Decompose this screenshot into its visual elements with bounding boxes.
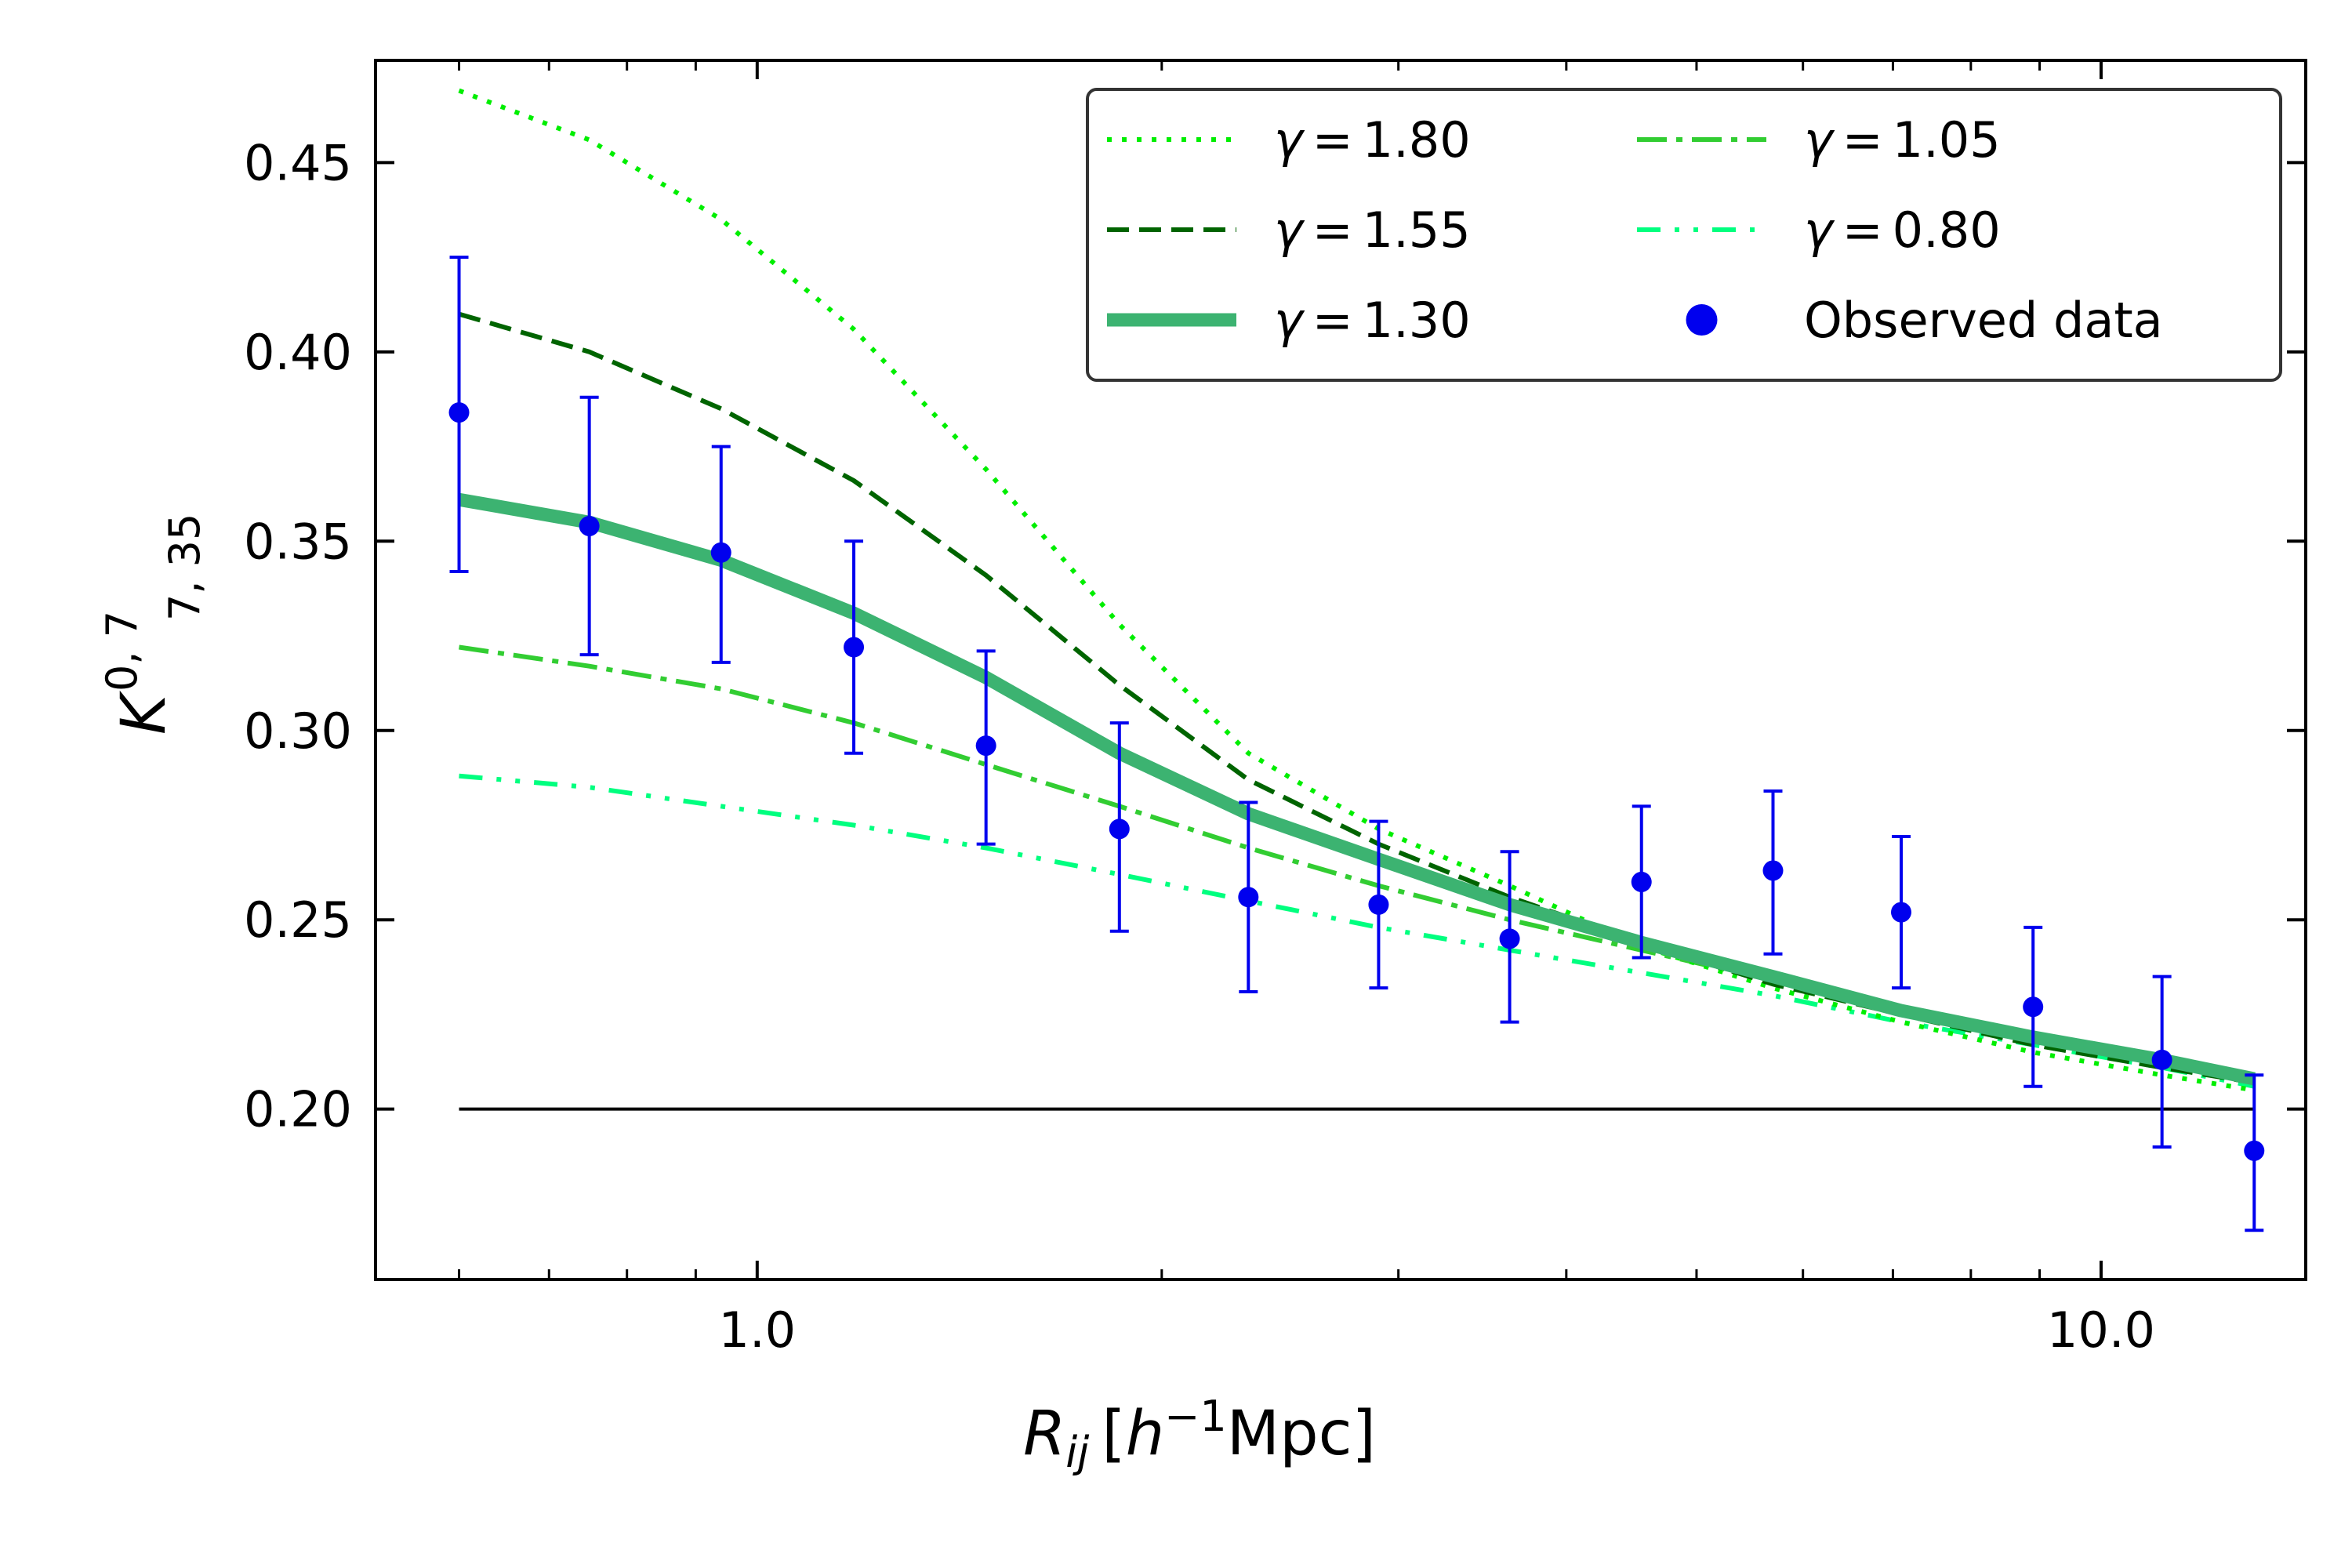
tick-labels: 0.20 0.25 0.30 0.35 0.40 0.45 1.0 10.0 [244,134,2155,1359]
legend-gamma-symbol: γ [1804,111,1835,169]
legend-label-gamma-1-05: γ = 1.05 [1804,111,2001,169]
legend-gamma-value: 1.05 [1893,111,2001,169]
legend-label-gamma-0-80: γ = 0.80 [1804,201,2001,259]
legend-gamma-value: 1.55 [1363,201,1471,259]
y-tick-label-1: 0.25 [244,891,352,949]
legend-equals: = [1312,111,1353,169]
y-axis-label: K0, 7 7, 35 [97,514,209,735]
series-line-gamma-0-80 [459,773,2255,1089]
y-tick-label-3: 0.35 [244,513,352,570]
legend-gamma-value: 1.80 [1363,111,1471,169]
observed-point-3 [844,637,865,658]
x-label-h: h [1126,1399,1164,1469]
observed-point-9 [1631,871,1652,892]
y-tick-label-2: 0.30 [244,702,352,760]
y-tick-label-5: 0.45 [244,134,352,191]
legend-label-gamma-1-55: γ = 1.55 [1274,201,1471,259]
legend-gamma-symbol: γ [1274,201,1305,259]
legend-gamma-symbol: γ [1274,292,1305,349]
observed-point-2 [710,542,731,563]
plot-frame [374,59,2307,1281]
x-axis-label: Rij [h−1Mpc] [1023,1392,1376,1477]
x-label-main: R [1023,1399,1065,1469]
observed-point-5 [1109,818,1130,840]
y-tick-label-0: 0.20 [244,1081,352,1138]
observed-point-1 [579,515,600,536]
legend-equals: = [1312,201,1353,259]
legend-equals: = [1842,201,1883,259]
y-label-main: K [109,690,180,735]
x-tick-label-0: 1.0 [719,1301,797,1359]
x-tick-label-1: 10.0 [2047,1301,2155,1359]
observed-point-4 [975,735,996,757]
svg-text:7, 35: 7, 35 [160,514,209,621]
observed-point-7 [1368,894,1389,915]
observed-point-8 [1499,928,1520,949]
legend-label-gamma-1-80: γ = 1.80 [1274,111,1471,169]
y-label-sub: 7, 35 [160,514,209,621]
legend-gamma-symbol: γ [1804,201,1835,259]
legend-frame [1086,88,2282,382]
x-label-sub: ij [1065,1428,1089,1477]
legend-equals: = [1312,292,1353,349]
observed-point-13 [2151,1049,2172,1070]
observed-point-11 [1890,902,1911,923]
x-label-unit: Mpc [1227,1399,1352,1469]
legend-label-gamma-1-30: γ = 1.30 [1274,292,1471,349]
observed-point-12 [2023,996,2044,1018]
observed-point-6 [1238,887,1259,908]
svg-text:K0, 7: K0, 7 [97,611,180,735]
x-label-bracket-open: [ [1102,1399,1125,1469]
observed-point-0 [448,402,470,423]
observed-point-10 [1762,860,1784,881]
x-label-exp: −1 [1164,1392,1227,1441]
legend-gamma-value: 1.30 [1363,292,1471,349]
legend-gamma-symbol: γ [1274,111,1305,169]
y-label-sup: 0, 7 [97,611,147,691]
observed-data-group [448,256,2265,1232]
x-label-bracket-close: ] [1352,1399,1375,1469]
legend-gamma-value: 0.80 [1893,201,2001,259]
y-tick-label-4: 0.40 [244,324,352,381]
legend-handle-observed [1686,304,1718,336]
legend-label-observed: Observed data [1804,292,2163,349]
legend-equals: = [1842,111,1883,169]
axis-ticks [376,60,2306,1279]
observed-point-14 [2244,1140,2265,1161]
